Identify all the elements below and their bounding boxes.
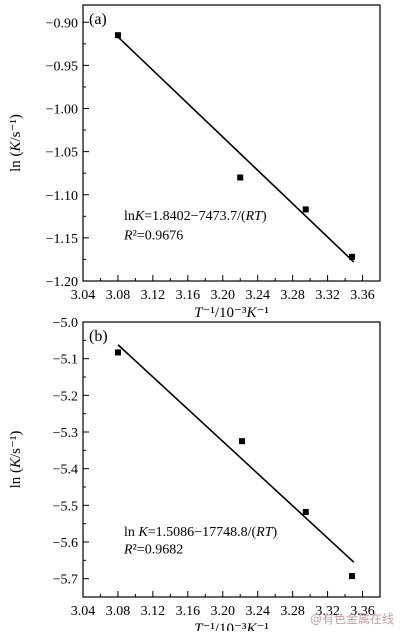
fit-line [117, 36, 355, 263]
x-tick-label: 3.08 [106, 604, 131, 619]
x-tick-label: 3.08 [106, 288, 131, 303]
x-tick-label: 3.24 [245, 604, 270, 619]
y-tick-label: −5.3 [53, 426, 78, 441]
panel-b: 3.04 3.08 3.12 3.16 3.20 3.24 3.28 3.32 3.36 −5.0… [8, 316, 381, 636]
r-squared: R²=0.9676 [123, 229, 183, 244]
y-tick-label: −5.6 [53, 536, 78, 551]
y-axis-label: ln (K/s⁻¹) [8, 114, 24, 172]
y-tick-label: −1.15 [46, 232, 78, 247]
r-squared: R²=0.9682 [123, 543, 183, 558]
x-tick-label: 3.12 [141, 288, 166, 303]
watermark: @有色金属在线 [309, 612, 394, 626]
x-tick-label: 3.36 [350, 604, 375, 619]
x-tick-label: 3.12 [141, 604, 166, 619]
y-tick-label: −5.2 [53, 389, 78, 404]
x-tick-label: 3.32 [315, 288, 340, 303]
y-tick-label: −0.90 [46, 16, 78, 31]
data-point [349, 253, 356, 260]
x-tick-label: 3.32 [315, 604, 340, 619]
fit-equation: lnK=1.8402−7473.7/(RT) [124, 209, 267, 224]
y-tick-label: −5.0 [53, 316, 78, 331]
x-tick-label: 3.20 [211, 604, 236, 619]
y-tick-label: −0.95 [46, 59, 78, 74]
plot-frame [82, 321, 381, 598]
data-point [302, 206, 309, 213]
x-tick-label: 3.36 [350, 288, 375, 303]
x-tick-label: 3.16 [176, 604, 201, 619]
x-tick-label: 3.04 [71, 604, 96, 619]
data-point [114, 349, 121, 356]
x-tick-label: 3.16 [176, 288, 201, 303]
x-axis-label: T⁻¹/10⁻³K⁻¹ [194, 305, 269, 321]
y-tick-label: −1.00 [46, 103, 78, 118]
data-point [302, 508, 309, 515]
x-tick-label: 3.28 [280, 604, 305, 619]
panel-a: 3.04 3.08 3.12 3.16 3.20 3.24 3.28 3.32 3.36 −0.9… [8, 4, 381, 321]
data-point [238, 438, 245, 445]
x-tick-label: 3.24 [245, 288, 270, 303]
fit-line [117, 344, 355, 563]
x-axis-label: T⁻¹/10⁻³K⁻¹ [194, 621, 269, 631]
x-tick-label: 3.20 [211, 288, 236, 303]
y-tick-label: −1.05 [46, 146, 78, 161]
x-tick-label: 3.04 [71, 288, 96, 303]
y-tick-label: −5.1 [53, 353, 78, 368]
data-point [237, 174, 244, 181]
panel-label: (a) [89, 11, 107, 28]
fit-equation: ln K=1.5086−17748.8/(RT) [124, 525, 277, 540]
data-point [114, 32, 121, 39]
y-axis-label: ln (K/s⁻¹) [8, 431, 24, 489]
y-tick-label: −5.4 [53, 463, 78, 478]
y-tick-label: −1.20 [46, 275, 78, 290]
data-point [349, 573, 356, 580]
x-tick-label: 3.28 [280, 288, 305, 303]
y-tick-label: −5.5 [53, 499, 78, 514]
plot-frame [82, 4, 381, 282]
y-tick-label: −1.10 [46, 189, 78, 204]
panel-label: (b) [89, 328, 108, 345]
y-tick-label: −5.7 [53, 573, 78, 588]
